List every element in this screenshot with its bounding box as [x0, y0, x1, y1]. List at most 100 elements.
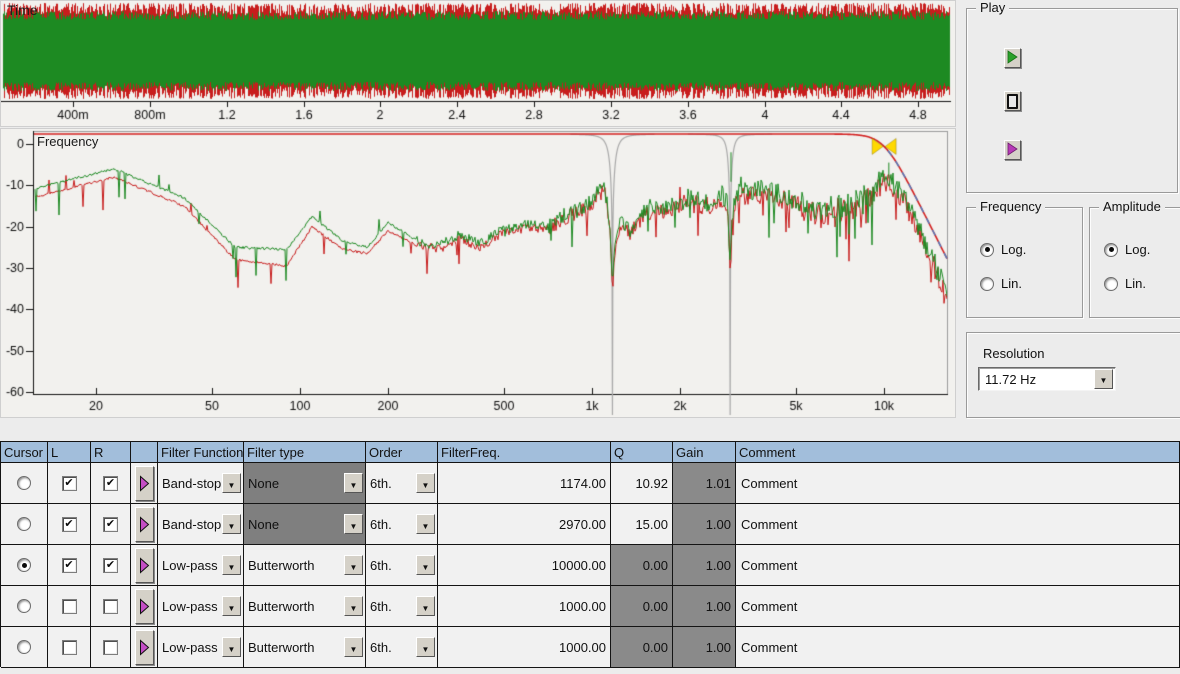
frequency-log-radio[interactable]: [980, 242, 994, 257]
filter-function-select-dropdown-button[interactable]: [222, 596, 241, 616]
q-cell[interactable]: 10.92: [611, 463, 673, 504]
right-checkbox[interactable]: [103, 516, 118, 532]
filter-function-select[interactable]: Band-stop: [158, 473, 243, 493]
chevron-down-icon: [422, 599, 430, 614]
right-enable-cell[interactable]: [91, 504, 131, 545]
right-checkbox[interactable]: [103, 557, 118, 573]
time-waveform-canvas[interactable]: [1, 1, 955, 126]
amplitude-lin-radio[interactable]: [1104, 276, 1118, 291]
left-checkbox[interactable]: [61, 598, 77, 614]
cursor-cell[interactable]: [1, 586, 48, 627]
resolution-dropdown-button[interactable]: [1094, 369, 1113, 389]
filter-type-select-dropdown-button[interactable]: [344, 555, 363, 575]
order-select-dropdown-button[interactable]: [416, 637, 435, 657]
left-enable-cell[interactable]: [48, 586, 91, 627]
play-original-button[interactable]: [1004, 48, 1021, 68]
frequency-lin-label: Lin.: [1001, 276, 1022, 291]
order-select-dropdown-button[interactable]: [416, 596, 435, 616]
filter-function-select[interactable]: Low-pass: [158, 596, 243, 616]
cursor-cell[interactable]: [1, 627, 48, 668]
row-play-button[interactable]: [134, 547, 154, 583]
right-checkbox[interactable]: [103, 598, 118, 614]
q-cell[interactable]: 15.00: [611, 504, 673, 545]
order-select-dropdown-button[interactable]: [416, 473, 435, 493]
filter-function-select-dropdown-button[interactable]: [222, 473, 241, 493]
comment-cell[interactable]: Comment: [736, 545, 1180, 586]
cursor-radio[interactable]: [17, 640, 31, 654]
cursor-radio[interactable]: [17, 558, 31, 572]
left-enable-cell[interactable]: [48, 627, 91, 668]
filter-type-select[interactable]: Butterworth: [244, 596, 365, 616]
amplitude-log-radio[interactable]: [1104, 242, 1118, 257]
filter-function-select-dropdown-button[interactable]: [222, 637, 241, 657]
order-select[interactable]: 6th.: [366, 473, 437, 493]
stop-button[interactable]: [1004, 91, 1021, 111]
filter-type-select[interactable]: None: [244, 473, 365, 493]
cursor-radio[interactable]: [17, 476, 31, 490]
order-select-dropdown-button[interactable]: [416, 555, 435, 575]
left-enable-cell[interactable]: [48, 463, 91, 504]
filter-function-select-dropdown-button[interactable]: [222, 555, 241, 575]
filter-type-select[interactable]: Butterworth: [244, 555, 365, 575]
frequency-spectrum-canvas[interactable]: [1, 129, 955, 417]
header-cell: Q: [611, 442, 673, 463]
frequency-lin-radio[interactable]: [980, 276, 994, 291]
order-select[interactable]: 6th.: [366, 514, 437, 534]
play-filtered-button[interactable]: [1004, 140, 1021, 160]
order-select[interactable]: 6th.: [366, 555, 437, 575]
comment-cell[interactable]: Comment: [736, 627, 1180, 668]
right-enable-cell[interactable]: [91, 545, 131, 586]
filter-type-select-dropdown-button[interactable]: [344, 514, 363, 534]
left-checkbox[interactable]: [61, 557, 77, 573]
left-checkbox[interactable]: [61, 639, 77, 655]
filter-type-select-dropdown-button[interactable]: [344, 637, 363, 657]
order-cell: 6th.: [366, 463, 438, 504]
right-checkbox[interactable]: [103, 639, 118, 655]
comment-cell[interactable]: Comment: [736, 504, 1180, 545]
row-play-button[interactable]: [134, 588, 154, 624]
filter-function-select-dropdown-button[interactable]: [222, 514, 241, 534]
left-enable-cell[interactable]: [48, 545, 91, 586]
filter-function-select[interactable]: Low-pass: [158, 637, 243, 657]
left-checkbox[interactable]: [61, 516, 77, 532]
row-play-button[interactable]: [134, 465, 154, 501]
cursor-radio[interactable]: [17, 517, 31, 531]
right-enable-cell[interactable]: [91, 586, 131, 627]
filter-type-select[interactable]: None: [244, 514, 365, 534]
left-checkbox[interactable]: [61, 475, 77, 491]
comment-cell[interactable]: Comment: [736, 586, 1180, 627]
order-select-dropdown-button[interactable]: [416, 514, 435, 534]
amplitude-lin-option[interactable]: Lin.: [1104, 276, 1146, 291]
filter-type-select[interactable]: Butterworth: [244, 637, 365, 657]
header-cell: Gain: [673, 442, 736, 463]
right-enable-cell[interactable]: [91, 627, 131, 668]
filter-function-select[interactable]: Band-stop: [158, 514, 243, 534]
row-play-button[interactable]: [134, 506, 154, 542]
filter-type-select-dropdown-button[interactable]: [344, 596, 363, 616]
order-cell: 6th.: [366, 545, 438, 586]
left-enable-cell[interactable]: [48, 504, 91, 545]
order-select[interactable]: 6th.: [366, 637, 437, 657]
filter-freq-cell[interactable]: 2970.00: [438, 504, 611, 545]
filter-freq-cell[interactable]: 1174.00: [438, 463, 611, 504]
filter-type-select-dropdown-button[interactable]: [344, 473, 363, 493]
frequency-lin-option[interactable]: Lin.: [980, 276, 1022, 291]
order-cell: 6th.: [366, 586, 438, 627]
right-checkbox[interactable]: [103, 475, 118, 491]
cursor-radio[interactable]: [17, 599, 31, 613]
filter-freq-cell[interactable]: 1000.00: [438, 627, 611, 668]
filter-freq-cell[interactable]: 10000.00: [438, 545, 611, 586]
frequency-log-option[interactable]: Log.: [980, 242, 1026, 257]
filter-function-select[interactable]: Low-pass: [158, 555, 243, 575]
cursor-cell[interactable]: [1, 545, 48, 586]
resolution-select[interactable]: 11.72 Hz: [978, 367, 1116, 391]
amplitude-log-option[interactable]: Log.: [1104, 242, 1150, 257]
chevron-down-icon: [422, 558, 430, 573]
cursor-cell[interactable]: [1, 504, 48, 545]
row-play-button[interactable]: [134, 629, 154, 665]
cursor-cell[interactable]: [1, 463, 48, 504]
order-select[interactable]: 6th.: [366, 596, 437, 616]
right-enable-cell[interactable]: [91, 463, 131, 504]
comment-cell[interactable]: Comment: [736, 463, 1180, 504]
filter-freq-cell[interactable]: 1000.00: [438, 586, 611, 627]
